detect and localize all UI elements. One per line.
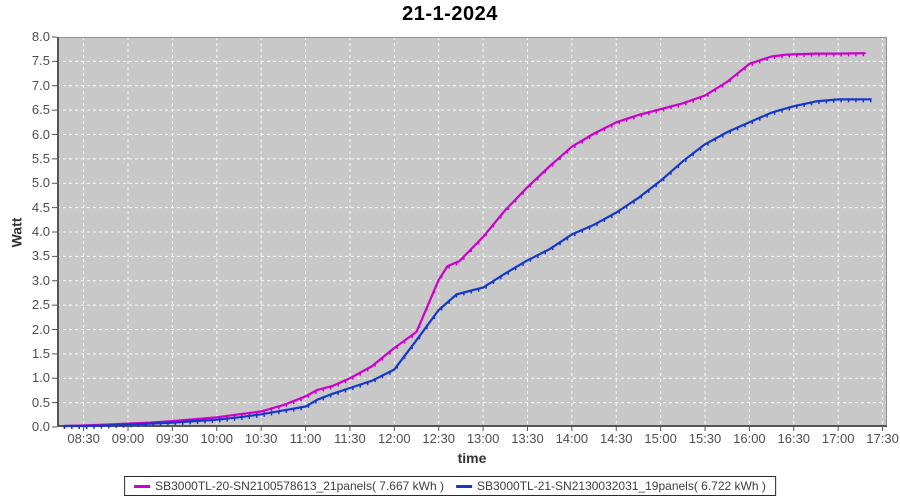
x-tick-label: 13:30 bbox=[511, 431, 544, 446]
y-tick-label: 0.5 bbox=[31, 394, 50, 410]
y-tick-label: 3.0 bbox=[31, 272, 50, 288]
x-tick-label: 09:00 bbox=[111, 431, 145, 446]
y-tick-label: 6.0 bbox=[31, 126, 50, 142]
x-tick-label: 08:30 bbox=[67, 431, 100, 446]
y-tick-label: 7.0 bbox=[31, 77, 50, 93]
plot-area bbox=[52, 36, 887, 431]
x-tick-label: 17:00 bbox=[821, 431, 855, 446]
x-tick-label: 16:30 bbox=[777, 431, 811, 446]
legend: SB3000TL-20-SN2100578613_21panels( 7.667… bbox=[124, 476, 776, 496]
x-tick-label: 10:30 bbox=[244, 431, 278, 446]
y-tick-label: 1.0 bbox=[31, 370, 50, 386]
x-tick-label: 10:00 bbox=[200, 431, 234, 446]
y-tick-label: 5.5 bbox=[31, 150, 50, 166]
x-tick-label: 16:00 bbox=[733, 431, 766, 446]
legend-label-series1: SB3000TL-20-SN2100578613_21panels( 7.667… bbox=[155, 479, 444, 493]
x-tick-label: 12:30 bbox=[422, 431, 455, 446]
x-tick-label: 14:30 bbox=[599, 431, 633, 446]
x-tick-label: 14:00 bbox=[555, 431, 589, 446]
series2-color-swatch bbox=[456, 484, 472, 488]
y-tick-label: 4.0 bbox=[31, 224, 50, 239]
x-tick-label: 15:00 bbox=[644, 431, 677, 446]
plot-canvas bbox=[52, 36, 887, 431]
x-tick-label: 17:30 bbox=[866, 431, 899, 446]
series1-color-swatch bbox=[134, 484, 151, 488]
x-tick-label: 15:30 bbox=[688, 431, 722, 446]
y-tick-label: 2.0 bbox=[31, 321, 50, 337]
x-tick-label: 12:00 bbox=[378, 431, 411, 446]
y-tick-label: 4.5 bbox=[31, 199, 50, 215]
y-tick-label: 5.0 bbox=[31, 175, 50, 191]
y-tick-label: 2.5 bbox=[31, 297, 50, 313]
y-tick-label: 0.0 bbox=[31, 419, 50, 434]
y-tick-label: 3.5 bbox=[31, 248, 50, 264]
y-tick-label: 8.0 bbox=[31, 29, 50, 44]
x-axis-title: time bbox=[457, 450, 487, 466]
x-tick-label: 11:30 bbox=[334, 431, 366, 446]
chart-title: 21-1-2024 bbox=[402, 3, 498, 25]
y-tick-label: 7.5 bbox=[31, 53, 50, 69]
y-tick-label: 1.5 bbox=[31, 345, 50, 361]
legend-item-series1: SB3000TL-20-SN2100578613_21panels( 7.667… bbox=[134, 479, 444, 493]
legend-item-series2: SB3000TL-21-SN2130032031_19panels( 6.722… bbox=[456, 479, 766, 493]
x-tick-label: 09:30 bbox=[156, 431, 189, 446]
x-tick-label: 11:00 bbox=[289, 431, 322, 446]
legend-label-series2: SB3000TL-21-SN2130032031_19panels( 6.722… bbox=[477, 479, 766, 493]
y-tick-label: 6.5 bbox=[31, 102, 50, 118]
x-tick-label: 13:00 bbox=[466, 431, 500, 446]
